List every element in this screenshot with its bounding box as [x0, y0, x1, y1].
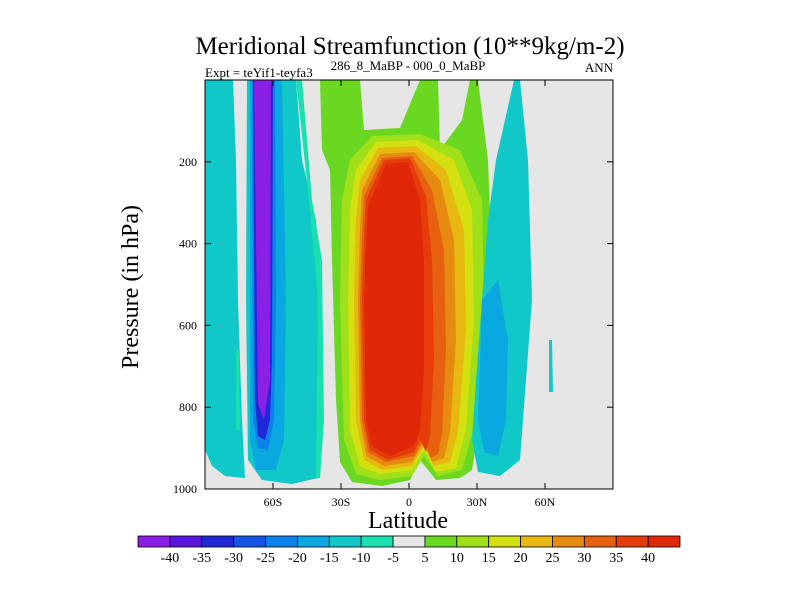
colorbar-swatch	[169, 535, 203, 548]
x-tick-label: 30N	[467, 495, 488, 509]
colorbar-swatch	[137, 535, 171, 548]
colorbar-label: -20	[288, 551, 307, 566]
colorbar-label: 20	[514, 551, 528, 566]
contour-southern-weak	[205, 80, 245, 478]
contour-tropical-40	[364, 162, 424, 456]
colorbar-label: -15	[320, 551, 339, 566]
colorbar-swatch	[647, 535, 681, 548]
colorbar-swatch	[233, 535, 266, 548]
colorbar-swatch	[520, 535, 553, 548]
colorbar-label: -10	[352, 551, 371, 566]
colorbar-swatch	[265, 535, 298, 548]
colorbar-label: 15	[482, 551, 496, 566]
y-tick-label: 200	[179, 155, 197, 169]
contour-northern-inner	[478, 280, 508, 456]
y-axis: 200 400 600 800 1000	[173, 155, 613, 496]
colorbar-label: 25	[545, 551, 559, 566]
contour-southern-sliver	[236, 350, 240, 430]
colorbar-swatch	[328, 535, 362, 548]
x-axis: 60S 30S 0 30N 60N	[264, 80, 556, 509]
colorbar-label: -35	[192, 551, 211, 566]
y-tick-label: 400	[179, 237, 197, 251]
colorbar: -40 -35 -30 -25 -20 -15 -10 -5 5 10 15 20 25 30 35 40	[137, 535, 681, 566]
colorbar-label: 40	[641, 551, 655, 566]
y-tick-label: 1000	[173, 482, 197, 496]
contour-northern-sliver	[549, 340, 553, 392]
colorbar-label: -25	[256, 551, 275, 566]
colorbar-swatch	[488, 535, 521, 548]
colorbar-swatch	[552, 535, 585, 548]
season-label: ANN	[585, 60, 614, 75]
colorbar-swatch	[201, 535, 235, 548]
colorbar-swatch	[424, 535, 458, 548]
contour-southern-moderate-core	[296, 80, 324, 478]
period-label: 286_8_MaBP - 000_0_MaBP	[331, 58, 486, 73]
x-axis-title: Latitude	[368, 508, 448, 534]
x-tick-label: 60N	[535, 495, 556, 509]
colorbar-label: 5	[421, 551, 428, 566]
colorbar-label: -40	[161, 551, 180, 566]
colorbar-swatch	[360, 535, 394, 548]
experiment-label: Expt = teYif1-teyfa3	[205, 65, 313, 80]
colorbar-label: 30	[577, 551, 591, 566]
y-tick-label: 800	[179, 400, 197, 414]
x-tick-label: 0	[406, 495, 412, 509]
colorbar-label: 35	[609, 551, 623, 566]
colorbar-swatch	[297, 535, 330, 548]
colorbar-swatch	[583, 535, 617, 548]
chart-title: Meridional Streamfunction (10**9kg/m-2)	[195, 33, 624, 60]
colorbar-label: -30	[224, 551, 243, 566]
contour-fills	[205, 80, 553, 486]
colorbar-swatch	[615, 535, 649, 548]
colorbar-label: 10	[450, 551, 464, 566]
colorbar-swatch	[392, 535, 426, 548]
x-tick-label: 60S	[264, 495, 283, 509]
contour-southern-max	[254, 80, 271, 420]
x-tick-label: 30S	[332, 495, 351, 509]
colorbar-swatch	[456, 535, 490, 548]
y-tick-label: 600	[179, 318, 197, 332]
colorbar-label: -5	[387, 551, 399, 566]
y-axis-title: Pressure (in hPa)	[118, 205, 144, 369]
